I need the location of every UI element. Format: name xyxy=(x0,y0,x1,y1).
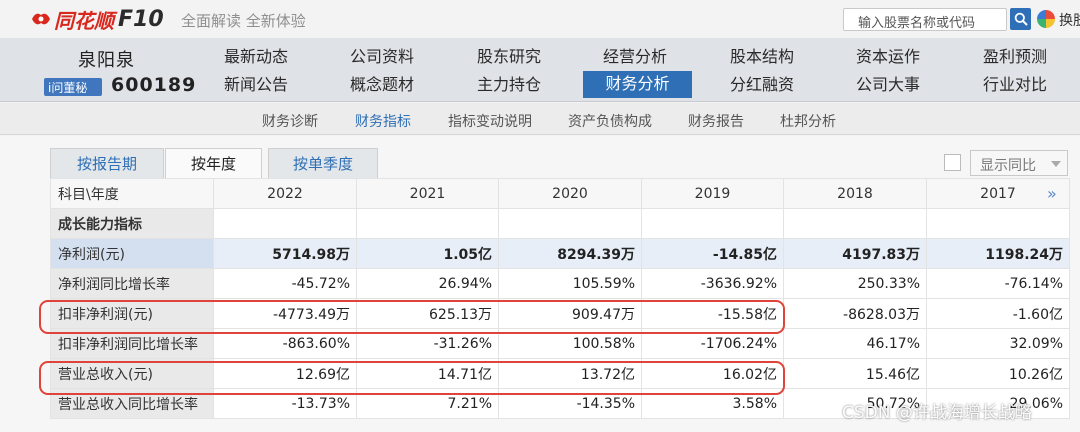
more-years-icon[interactable]: » xyxy=(1047,184,1057,203)
annotation-box-deducted-profit xyxy=(39,300,785,334)
nav-operation-analysis[interactable]: 经营分析 xyxy=(602,47,667,66)
subnav-balance-sheet-composition[interactable]: 资产负债构成 xyxy=(568,114,652,130)
stock-code: 600189 xyxy=(111,74,197,96)
value-cell: 1198.24万 xyxy=(926,238,1070,269)
value-cell: 8294.39万 xyxy=(498,238,642,269)
year-header[interactable]: 2020 xyxy=(498,178,642,209)
table-row: 成长能力指标 xyxy=(50,208,1070,239)
value-cell: -14.85亿 xyxy=(641,238,784,269)
table-row: 净利润(元) 5714.98万 1.05亿 8294.39万 -14.85亿 4197.8… xyxy=(50,238,1070,269)
value-cell: -76.14% xyxy=(926,268,1070,299)
value-cell: 105.59% xyxy=(498,268,642,299)
logo-f10: F10 xyxy=(118,6,164,32)
value-cell xyxy=(926,208,1070,239)
slogan: 全面解读 全新体验 xyxy=(181,12,306,30)
value-cell: -4773.49万 xyxy=(213,298,357,329)
value-cell: -3636.92% xyxy=(641,268,784,299)
value-cell: 29.06% xyxy=(926,388,1070,419)
nav-shareholder-research[interactable]: 股东研究 xyxy=(476,47,541,66)
ask-secretary-badge[interactable]: i问董秘 xyxy=(44,78,102,96)
nav-announcements[interactable]: 新闻公告 xyxy=(223,75,288,94)
value-cell: 625.13万 xyxy=(356,298,499,329)
nav-main-holdings[interactable]: 主力持仓 xyxy=(476,75,541,94)
table-row: 净利润同比增长率 -45.72% 26.94% 105.59% -3636.92% 250… xyxy=(50,268,1070,299)
show-yoy-checkbox[interactable] xyxy=(944,154,961,171)
subnav-financial-diagnosis[interactable]: 财务诊断 xyxy=(262,114,318,130)
value-cell: -45.72% xyxy=(213,268,357,299)
value-cell: 14.71亿 xyxy=(356,358,499,389)
value-cell xyxy=(356,208,499,239)
stock-header: 泉阳泉 i问董秘 600189 最新动态 公司资料 股东研究 经营分析 股本结构… xyxy=(0,38,1080,102)
show-yoy-dropdown[interactable]: 显示同比 xyxy=(970,150,1068,176)
tab-by-year[interactable]: 按年度 xyxy=(165,148,262,178)
chevron-down-icon xyxy=(1051,161,1061,167)
year-header[interactable]: 2021 xyxy=(356,178,499,209)
row-label: 成长能力指标 xyxy=(50,208,214,239)
value-cell: 50.72% xyxy=(783,388,927,419)
row-label: 净利润(元) xyxy=(50,238,214,269)
value-cell: 4197.83万 xyxy=(783,238,927,269)
nav-equity-structure[interactable]: 股本结构 xyxy=(729,47,794,66)
ths-logo[interactable]: 同花顺 F10 xyxy=(30,6,164,33)
header-label-cell: 科目\年度 xyxy=(50,178,214,209)
nav-company-info[interactable]: 公司资料 xyxy=(349,47,414,66)
annotation-box-revenue xyxy=(39,361,785,395)
value-cell: 16.02亿 xyxy=(641,358,784,389)
ths-logo-icon xyxy=(30,9,52,29)
value-cell: -15.58亿 xyxy=(641,298,784,329)
row-label: 净利润同比增长率 xyxy=(50,268,214,299)
nav-financial-analysis[interactable]: 财务分析 xyxy=(583,71,692,98)
top-bar: 同花顺 F10 全面解读 全新体验 输入股票名称或代码 换肤 xyxy=(0,0,1080,38)
year-header[interactable]: 2017 xyxy=(926,178,1070,209)
csdn-watermark: CSDN @许战海增长战略 xyxy=(842,403,1032,423)
nav-dividend-financing[interactable]: 分红融资 xyxy=(729,75,794,94)
tab-by-quarter[interactable]: 按单季度 xyxy=(268,148,378,178)
nav-company-events[interactable]: 公司大事 xyxy=(855,75,920,94)
nav-capital-operation[interactable]: 资本运作 xyxy=(855,47,920,66)
value-cell: 10.26亿 xyxy=(926,358,1070,389)
logo-text: 同花顺 xyxy=(54,8,114,33)
year-header[interactable]: 2022 xyxy=(213,178,357,209)
content-area: 按报告期 按年度 按单季度 显示同比 科目\年度 2022 2021 2020 … xyxy=(0,136,1080,432)
value-cell: 12.69亿 xyxy=(213,358,357,389)
value-cell: 46.17% xyxy=(783,328,927,359)
value-cell xyxy=(498,208,642,239)
stock-search-input[interactable]: 输入股票名称或代码 xyxy=(843,8,1007,31)
search-icon xyxy=(1014,12,1028,26)
year-header[interactable]: 2018 xyxy=(783,178,927,209)
sub-nav: 财务诊断 财务指标 指标变动说明 资产负债构成 财务报告 杜邦分析 xyxy=(0,103,1080,135)
subnav-financial-indicators[interactable]: 财务指标 xyxy=(355,114,411,130)
financial-indicators-table: 科目\年度 2022 2021 2020 2019 2018 2017 成长能力… xyxy=(50,178,1070,419)
table-header-row: 科目\年度 2022 2021 2020 2019 2018 2017 xyxy=(50,178,1070,209)
search-button[interactable] xyxy=(1010,8,1031,30)
value-cell: 26.94% xyxy=(356,268,499,299)
row-label: 营业总收入(元) xyxy=(50,358,214,389)
nav-concepts[interactable]: 概念题材 xyxy=(349,75,414,94)
nav-profit-forecast[interactable]: 盈利预测 xyxy=(982,47,1047,66)
nav-industry-comparison[interactable]: 行业对比 xyxy=(982,75,1047,94)
show-yoy-label: 显示同比 xyxy=(980,158,1036,174)
value-cell: 32.09% xyxy=(926,328,1070,359)
company-name: 泉阳泉 xyxy=(78,50,135,71)
value-cell: 250.33% xyxy=(783,268,927,299)
nav-latest-news[interactable]: 最新动态 xyxy=(223,47,288,66)
subnav-dupont-analysis[interactable]: 杜邦分析 xyxy=(780,114,836,130)
year-header[interactable]: 2019 xyxy=(641,178,784,209)
skin-palette-icon[interactable] xyxy=(1037,10,1055,28)
value-cell: -8628.03万 xyxy=(783,298,927,329)
value-cell: 15.46亿 xyxy=(783,358,927,389)
value-cell: 1.05亿 xyxy=(356,238,499,269)
tab-by-report-period[interactable]: 按报告期 xyxy=(50,148,164,178)
subnav-indicator-change-notes[interactable]: 指标变动说明 xyxy=(448,114,532,130)
value-cell xyxy=(213,208,357,239)
value-cell: 5714.98万 xyxy=(213,238,357,269)
table-row: 营业总收入同比增长率 -13.73% 7.21% -14.35% 3.58% 50.72%… xyxy=(50,388,1070,419)
subnav-financial-report[interactable]: 财务报告 xyxy=(688,114,744,130)
value-cell xyxy=(783,208,927,239)
value-cell xyxy=(641,208,784,239)
value-cell: -1.60亿 xyxy=(926,298,1070,329)
skin-label[interactable]: 换肤 xyxy=(1059,13,1080,29)
